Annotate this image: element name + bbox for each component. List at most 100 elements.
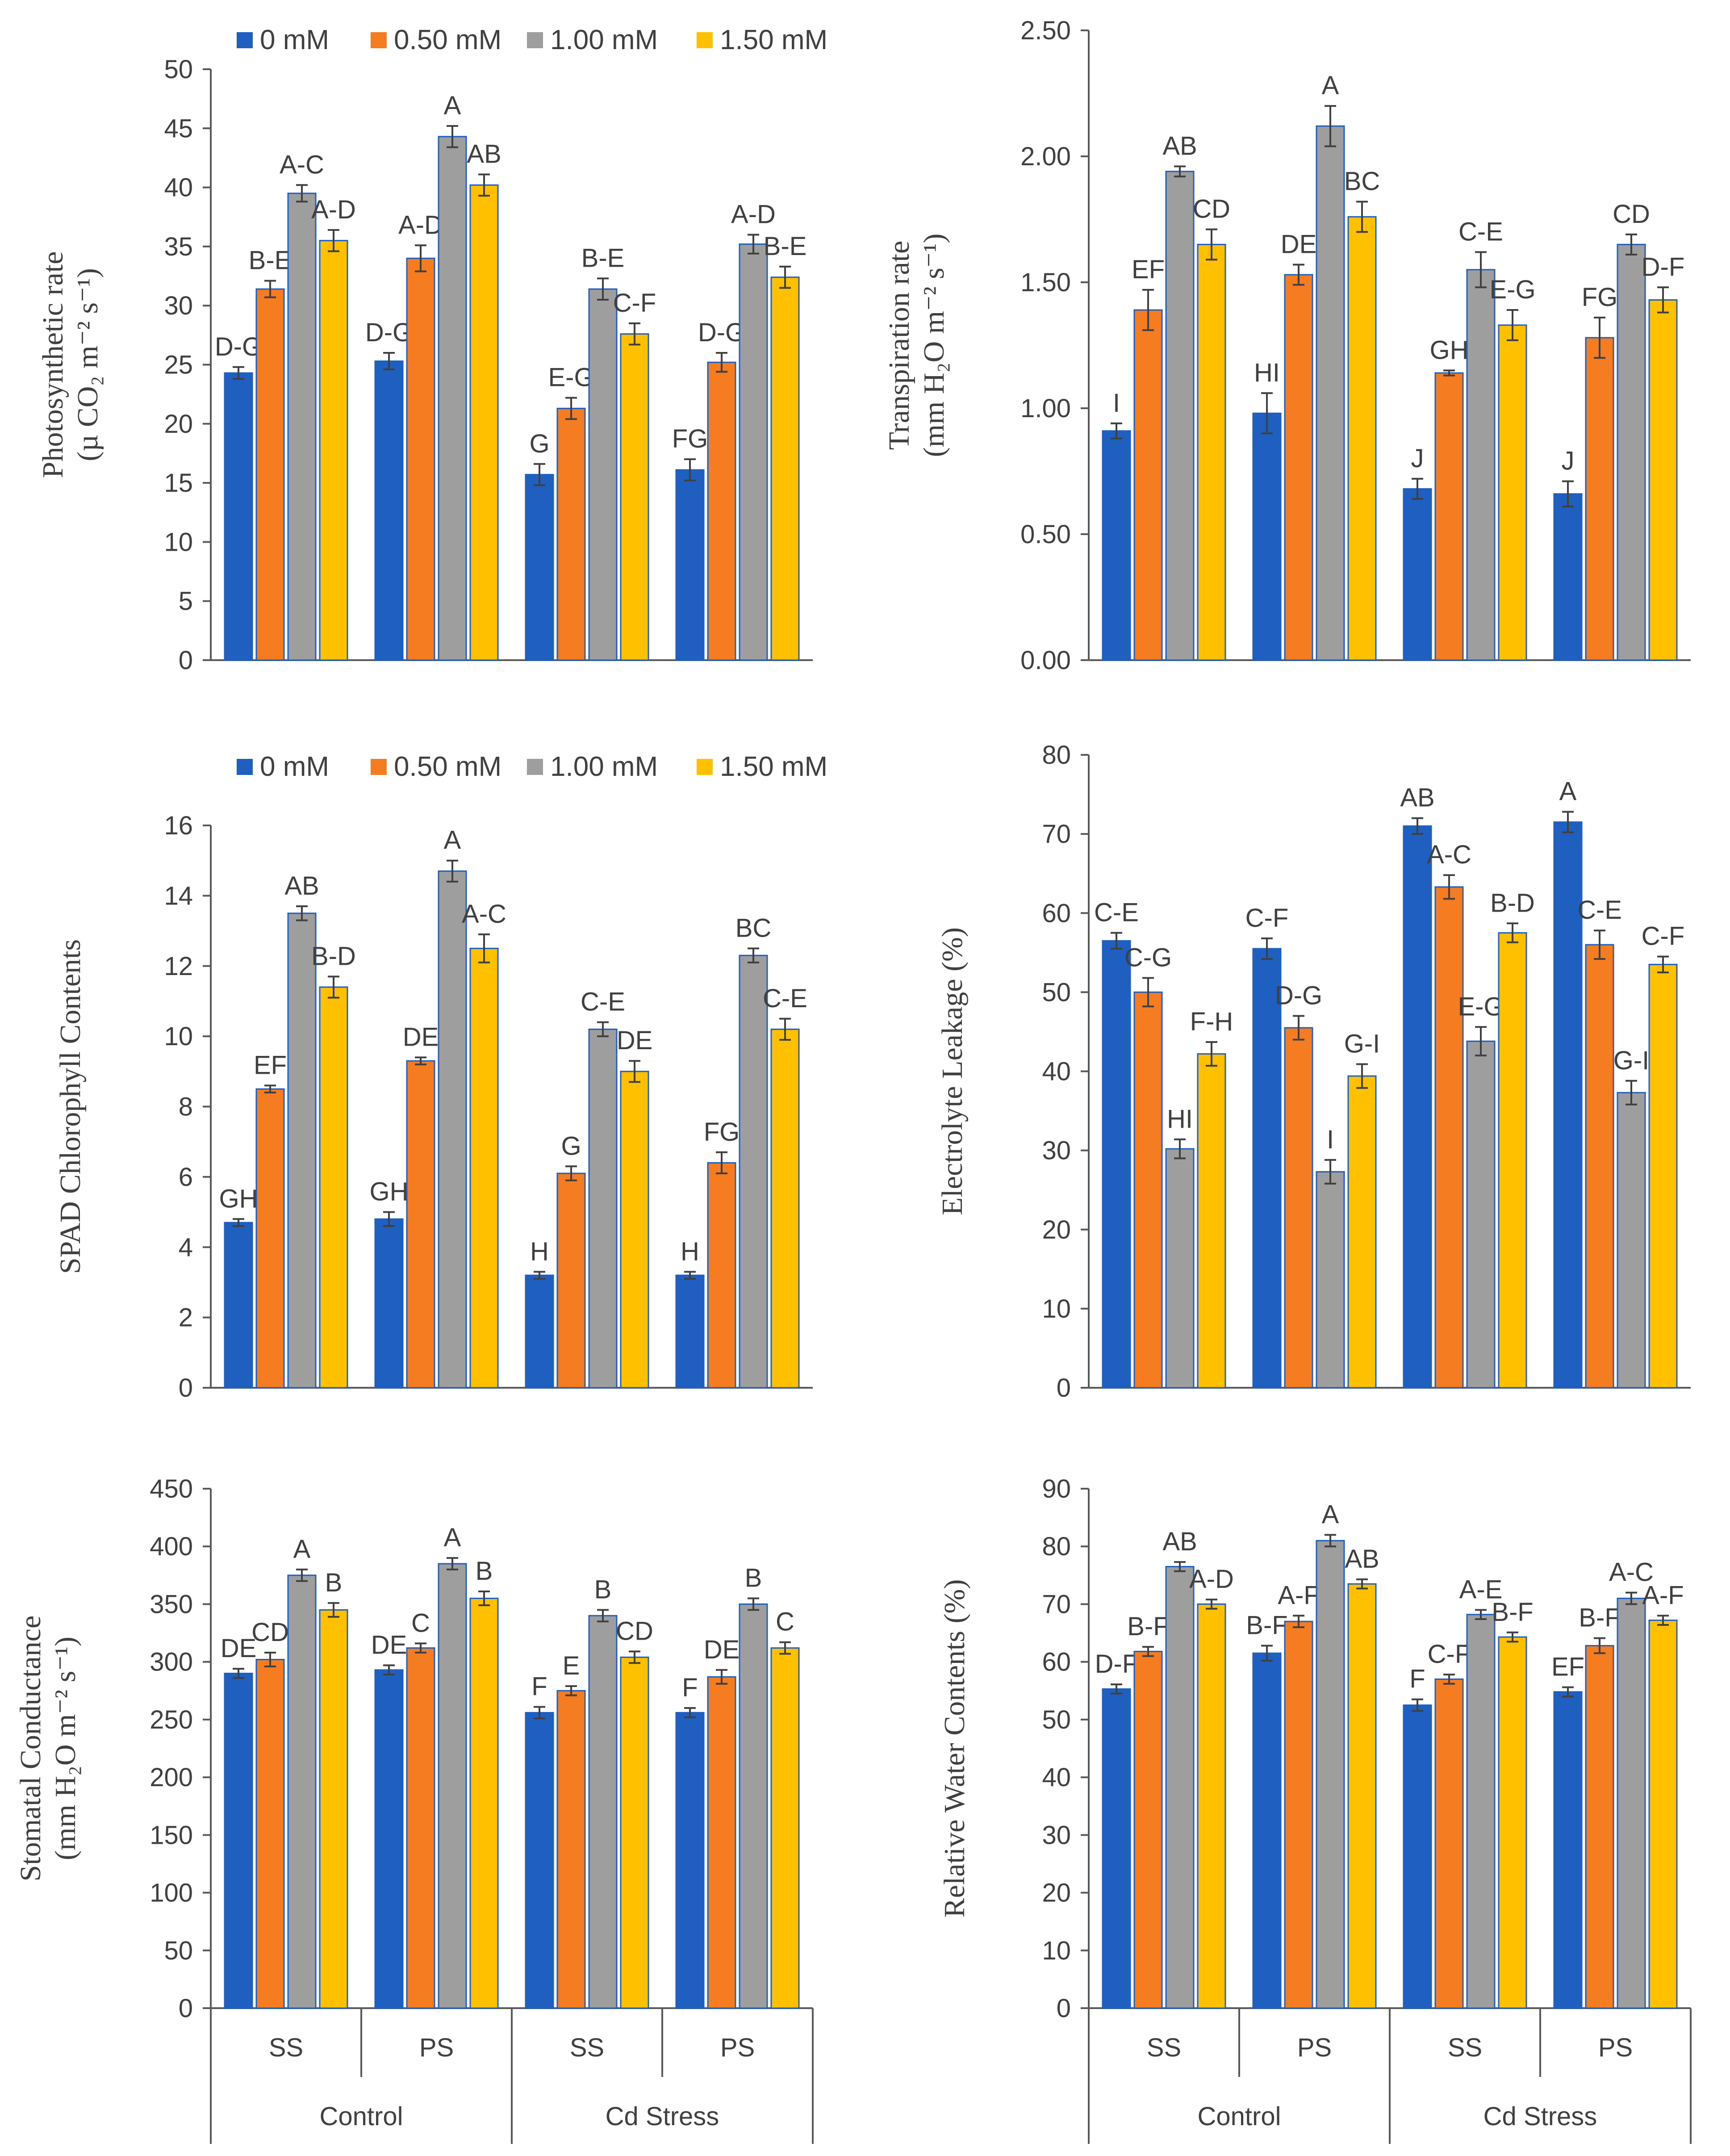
y-tick-label: 60 <box>1042 899 1071 928</box>
bar-0-50-mM-0 <box>255 288 285 661</box>
significance-letter: D-G <box>215 332 262 361</box>
significance-letter: B-E <box>581 243 625 272</box>
legend-label: 1.50 mM <box>720 25 827 55</box>
significance-letter: C <box>411 1608 430 1637</box>
significance-letter: B <box>745 1564 762 1593</box>
bar-0-50-mM-1 <box>406 257 435 661</box>
bar-1-00-mM-2 <box>1466 1040 1496 1389</box>
significance-letter: F-H <box>1190 1007 1233 1036</box>
legend-swatch <box>697 32 713 48</box>
significance-letter: C-E <box>581 988 625 1017</box>
bar-0-50-mM-1 <box>1284 274 1313 661</box>
bar-1-00-mM-3 <box>739 243 768 661</box>
y-tick-label: 25 <box>164 351 193 380</box>
bar-1-50-mM-3 <box>770 276 800 661</box>
bar-0-50-mM-1 <box>1284 1027 1313 1389</box>
bar-1-50-mM-1 <box>1347 1583 1377 2009</box>
significance-letter: AB <box>467 139 501 168</box>
legend-label: 0 mM <box>260 751 329 782</box>
bar-1-00-mM-3 <box>739 955 768 1389</box>
bar-1-00-mM-1 <box>1316 1540 1345 2009</box>
bar-0-50-mM-1 <box>1284 1620 1313 2009</box>
legend-swatch <box>527 759 543 775</box>
bar-0-mM-3 <box>675 1712 705 2009</box>
y-axis-label: Relative Water Contents (%) <box>938 1579 971 1918</box>
significance-letter: B-E <box>764 232 807 261</box>
significance-letter: FG <box>704 1118 740 1147</box>
bar-1-50-mM-3 <box>1648 299 1678 661</box>
significance-letter: C-G <box>1124 943 1172 972</box>
bar-1-00-mM-2 <box>588 288 618 661</box>
significance-letter: CD <box>616 1616 653 1645</box>
bar-0-mM-2 <box>525 474 554 661</box>
significance-letter: E-G <box>1489 275 1535 304</box>
bar-0-50-mM-3 <box>707 1676 736 2009</box>
legend-swatch <box>237 32 253 48</box>
significance-letter: DE <box>221 1634 257 1663</box>
bar-1-50-mM-0 <box>319 1609 348 2009</box>
bar-0-mM-3 <box>675 469 705 661</box>
chart-gs: 0 50 100 150 200 250 300 350 400 450 Stomatal Cond… <box>14 1474 814 2144</box>
bar-1-00-mM-3 <box>1617 243 1646 661</box>
significance-letter: B-F <box>1492 1598 1533 1627</box>
y-tick-label: 1.50 <box>1020 268 1071 297</box>
y-tick-label: 50 <box>164 55 193 84</box>
bar-1-50-mM-2 <box>1498 932 1527 1389</box>
bar-0-50-mM-0 <box>1133 991 1163 1389</box>
bar-1-00-mM-0 <box>287 193 317 661</box>
y-tick-label: 40 <box>1042 1763 1071 1792</box>
legend: 0 mM 0.50 mM 1.00 mM 1.50 mM <box>237 25 827 55</box>
bar-1-50-mM-2 <box>1498 1636 1527 2009</box>
significance-letter: CD <box>1613 200 1650 229</box>
bar-0-50-mM-3 <box>1585 944 1614 1389</box>
bar-1-00-mM-0 <box>1165 1148 1195 1389</box>
significance-letter: E-G <box>548 363 594 392</box>
significance-letter: A-C <box>1609 1558 1654 1587</box>
significance-letter: EF <box>254 1051 287 1080</box>
y-axis-label: SPAD Chlorophyll Contents <box>54 939 87 1274</box>
y-tick-label: 16 <box>164 811 193 840</box>
significance-letter: A <box>293 1535 311 1564</box>
bar-0-50-mM-3 <box>1585 1645 1614 2009</box>
y-tick-label: 50 <box>164 1936 193 1965</box>
significance-letter: GH <box>219 1184 258 1213</box>
significance-letter: B-D <box>311 942 356 971</box>
y-tick-label: 20 <box>1042 1215 1071 1244</box>
significance-letter: I <box>1113 389 1120 418</box>
bar-1-00-mM-3 <box>739 1603 768 2009</box>
significance-letter: B <box>325 1568 343 1597</box>
bar-1-00-mM-2 <box>1466 1614 1496 2009</box>
legend-label: 1.00 mM <box>550 25 658 55</box>
significance-letter: DE <box>617 1026 653 1055</box>
y-tick-label: 0 <box>179 646 193 675</box>
bar-1-00-mM-1 <box>1316 1171 1345 1389</box>
significance-letter: B-F <box>1127 1612 1169 1641</box>
y-axis-label: (mm H₂O m⁻² s⁻¹) <box>49 1637 82 1860</box>
bar-0-mM-3 <box>1553 821 1583 1389</box>
bar-0-mM-3 <box>675 1274 705 1389</box>
y-tick-label: 50 <box>1042 1705 1071 1734</box>
y-tick-label: 100 <box>150 1879 193 1908</box>
significance-letter: F <box>1409 1665 1425 1694</box>
bar-0-50-mM-2 <box>556 407 586 661</box>
significance-letter: DE <box>1281 230 1317 259</box>
bar-0-mM-2 <box>525 1274 554 1389</box>
significance-letter: A <box>444 91 461 120</box>
significance-letter: C <box>776 1608 794 1637</box>
significance-letter: A-F <box>1278 1581 1319 1610</box>
y-axis-label: (µ CO₂ m⁻² s⁻¹) <box>71 268 104 461</box>
bar-1-50-mM-1 <box>469 947 499 1389</box>
significance-letter: B-F <box>1246 1611 1287 1640</box>
significance-letter: J <box>1562 447 1575 476</box>
significance-letter: BC <box>735 913 772 942</box>
bar-0-50-mM-0 <box>1133 309 1163 661</box>
y-tick-label: 90 <box>1042 1474 1071 1503</box>
bar-0-mM-1 <box>1252 1652 1282 2009</box>
legend-swatch <box>371 32 387 48</box>
significance-letter: DE <box>371 1630 407 1659</box>
bar-1-50-mM-0 <box>1197 1603 1226 2009</box>
y-tick-label: 5 <box>179 587 193 616</box>
significance-letter: C-E <box>1458 217 1503 246</box>
y-tick-label: 6 <box>179 1163 193 1192</box>
